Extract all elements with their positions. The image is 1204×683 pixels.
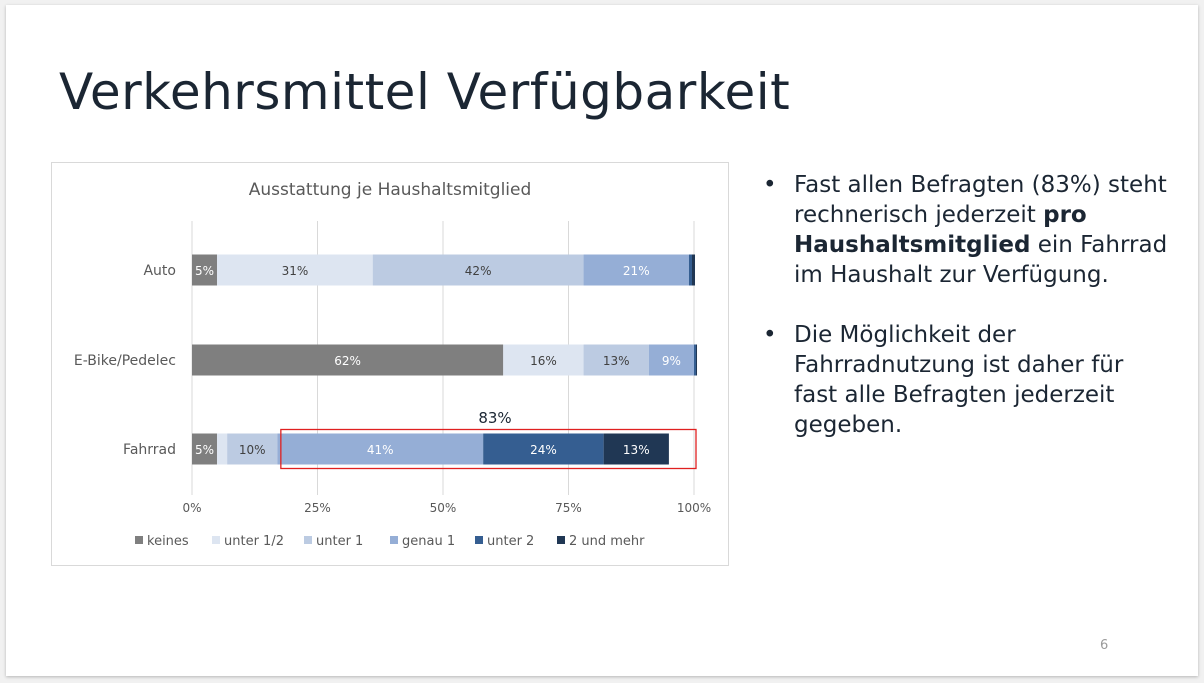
annotation-label: 83% (478, 409, 511, 427)
x-tick-label: 100% (677, 501, 711, 515)
slide-title: Verkehrsmittel Verfügbarkeit (59, 63, 790, 121)
data-label: 5% (195, 264, 214, 278)
legend-label: unter 2 (487, 534, 534, 549)
legend-label: unter 1/2 (224, 534, 284, 549)
chart-title: Ausstattung je Haushaltsmitglied (249, 180, 532, 200)
x-tick-label: 50% (430, 501, 457, 515)
category-label: Fahrrad (123, 442, 176, 458)
legend-swatch (390, 536, 398, 544)
legend-label: unter 1 (316, 534, 363, 549)
legend-swatch (557, 536, 565, 544)
data-label: 21% (623, 264, 650, 278)
bar-segment (217, 434, 227, 465)
legend-swatch (212, 536, 220, 544)
data-label: 13% (623, 443, 650, 457)
data-label: 9% (662, 354, 681, 368)
bar-segment (696, 345, 697, 376)
data-label: 62% (334, 354, 361, 368)
data-label: 31% (282, 264, 309, 278)
legend-label: keines (147, 534, 189, 549)
data-label: 41% (367, 443, 394, 457)
x-tick-label: 75% (555, 501, 582, 515)
legend-swatch (304, 536, 312, 544)
bullet-item: • Die Möglichkeit der Fahrradnutzung ist … (763, 320, 1173, 440)
bullet-text: Die Möglichkeit der Fahrradnutzung ist d… (794, 322, 1123, 438)
data-label: 24% (530, 443, 557, 457)
bullet-text: Fast allen Befragten (83%) steht rechner… (794, 172, 1167, 228)
category-label: E-Bike/Pedelec (74, 353, 176, 369)
slide: Verkehrsmittel Verfügbarkeit Ausstattung… (6, 5, 1198, 676)
bar-segment (694, 345, 696, 376)
data-label: 16% (530, 354, 557, 368)
legend-swatch (135, 536, 143, 544)
legend-label: 2 und mehr (569, 534, 645, 549)
x-tick-label: 0% (182, 501, 201, 515)
bullet-item: • Fast allen Befragten (83%) steht rechne… (763, 170, 1173, 290)
x-tick-label: 25% (304, 501, 331, 515)
data-label: 5% (195, 443, 214, 457)
data-label: 42% (465, 264, 492, 278)
bar-segment (689, 255, 692, 286)
bar-segment (692, 255, 695, 286)
chart-frame: Ausstattung je Haushaltsmitglied 0% 25% 50%… (51, 162, 729, 566)
legend-swatch (475, 536, 483, 544)
bullet-list: • Fast allen Befragten (83%) steht rechne… (763, 170, 1173, 470)
data-label: 13% (603, 354, 630, 368)
legend-label: genau 1 (402, 534, 455, 549)
bullet-icon: • (763, 170, 777, 200)
data-label: 10% (239, 443, 266, 457)
bullet-icon: • (763, 320, 777, 350)
stacked-bar-chart: Ausstattung je Haushaltsmitglied 0% 25% 50%… (52, 163, 728, 565)
page-number: 6 (1100, 638, 1108, 653)
category-label: Auto (143, 263, 176, 279)
